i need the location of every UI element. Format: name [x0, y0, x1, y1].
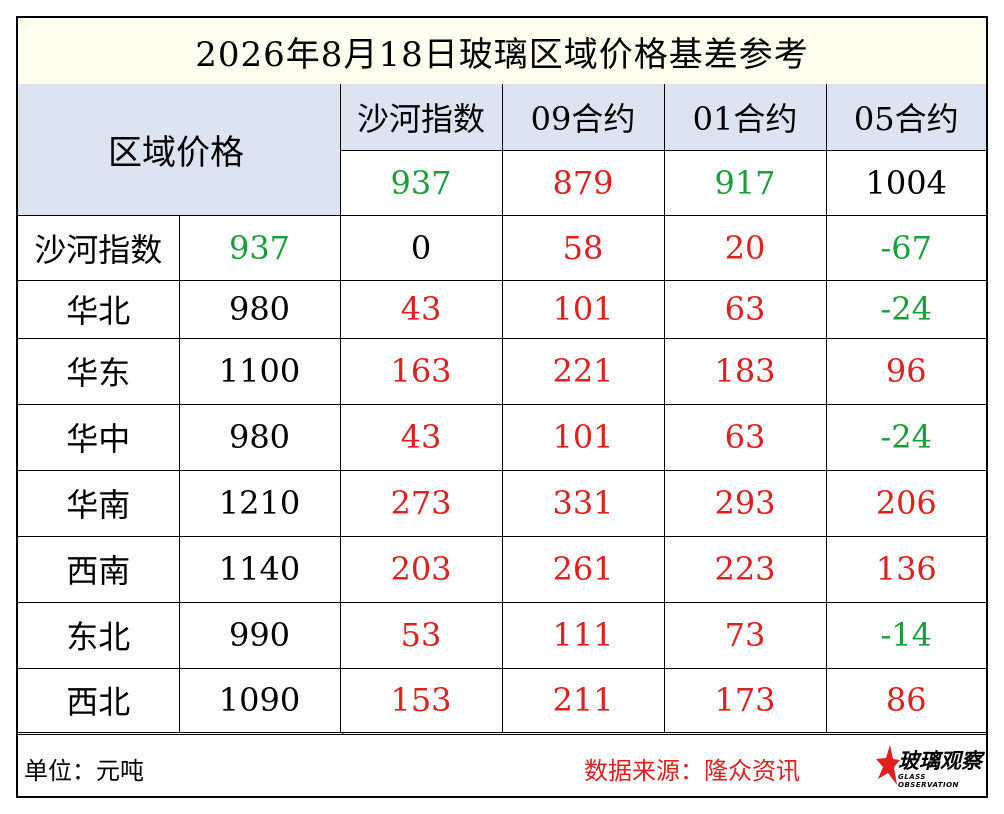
- table-row: 沙河指数 937 0 58 20 -67: [18, 214, 986, 281]
- region-price: 980: [178, 403, 341, 471]
- basis-value: -24: [825, 403, 986, 471]
- basis-value: 63: [663, 403, 827, 471]
- basis-value: 173: [663, 667, 827, 733]
- basis-value: 136: [825, 535, 986, 603]
- region-name: 华南: [18, 469, 180, 537]
- basis-value: 43: [339, 403, 503, 471]
- region-name: 西北: [18, 667, 180, 733]
- basis-value: 293: [663, 469, 827, 537]
- basis-value: 206: [825, 469, 986, 537]
- basis-value: 43: [339, 279, 503, 339]
- column-header: 沙河指数: [339, 84, 503, 151]
- column-header: 09合约: [501, 84, 665, 151]
- basis-value: 58: [501, 214, 665, 281]
- column-header: 01合约: [663, 84, 827, 151]
- basis-value: 273: [339, 469, 503, 537]
- region-price: 1140: [178, 535, 341, 603]
- basis-value: 153: [339, 667, 503, 733]
- basis-value: 331: [501, 469, 665, 537]
- basis-value: 63: [663, 279, 827, 339]
- table-row: 东北 990 53 111 73 -14: [18, 601, 986, 669]
- basis-value: 221: [501, 337, 665, 405]
- region-name: 华东: [18, 337, 180, 405]
- star-icon: [876, 745, 900, 785]
- region-price: 1090: [178, 667, 341, 733]
- unit-label: 单位：元吨: [24, 757, 144, 785]
- basis-value: 111: [501, 601, 665, 669]
- table-row: 华北 980 43 101 63 -24: [18, 279, 986, 339]
- table-row: 华南 1210 273 331 293 206: [18, 469, 986, 537]
- table-row: 华中 980 43 101 63 -24: [18, 403, 986, 471]
- region-price: 1100: [178, 337, 341, 405]
- logo-text: 玻璃观察: [898, 749, 982, 773]
- basis-value: 53: [339, 601, 503, 669]
- basis-value: 86: [825, 667, 986, 733]
- column-price: 917: [663, 149, 827, 216]
- price-sheet: 2026年8月18日玻璃区域价格基差参考 区域价格 沙河指数 09合约 01合约…: [16, 16, 988, 798]
- basis-value: -67: [825, 214, 986, 281]
- basis-value: 0: [339, 214, 503, 281]
- column-price: 937: [340, 149, 503, 216]
- region-name: 西南: [18, 535, 180, 603]
- region-price: 980: [178, 279, 341, 339]
- basis-value: 163: [339, 337, 503, 405]
- logo-subtext: GLASS OBSERVATION: [898, 773, 959, 789]
- basis-value: 183: [663, 337, 827, 405]
- footer: 单位：元吨 数据来源：隆众资讯 玻璃观察 GLASS OBSERVATION: [18, 734, 986, 796]
- table-row: 西北 1090 153 211 173 86: [18, 667, 986, 733]
- basis-value: 211: [501, 667, 665, 733]
- sheet-title: 2026年8月18日玻璃区域价格基差参考: [18, 18, 986, 85]
- column-price: 1004: [825, 149, 986, 216]
- basis-value: 73: [663, 601, 827, 669]
- table-row: 华东 1100 163 221 183 96: [18, 337, 986, 405]
- basis-value: 101: [501, 403, 665, 471]
- basis-value: 101: [501, 279, 665, 339]
- basis-value: 96: [825, 337, 986, 405]
- source-label: 数据来源：隆众资讯: [584, 757, 800, 785]
- region-name: 华中: [18, 403, 180, 471]
- basis-value: 20: [663, 214, 827, 281]
- column-price: 879: [501, 149, 665, 216]
- basis-table: 区域价格 沙河指数 09合约 01合约 05合约 937 879 917 100…: [18, 84, 986, 733]
- region-name: 沙河指数: [18, 214, 180, 281]
- table-row: 西南 1140 203 261 223 136: [18, 535, 986, 603]
- basis-value: 203: [339, 535, 503, 603]
- basis-value: -24: [825, 279, 986, 339]
- basis-value: 223: [663, 535, 827, 603]
- region-name: 东北: [18, 601, 180, 669]
- corner-header: 区域价格: [18, 84, 341, 216]
- region-price: 1210: [178, 469, 341, 537]
- brand-logo: 玻璃观察 GLASS OBSERVATION: [876, 743, 982, 789]
- column-header: 05合约: [825, 84, 986, 151]
- basis-value: -14: [825, 601, 986, 669]
- region-price: 937: [178, 214, 341, 281]
- region-name: 华北: [18, 279, 180, 339]
- region-price: 990: [178, 601, 341, 669]
- basis-value: 261: [501, 535, 665, 603]
